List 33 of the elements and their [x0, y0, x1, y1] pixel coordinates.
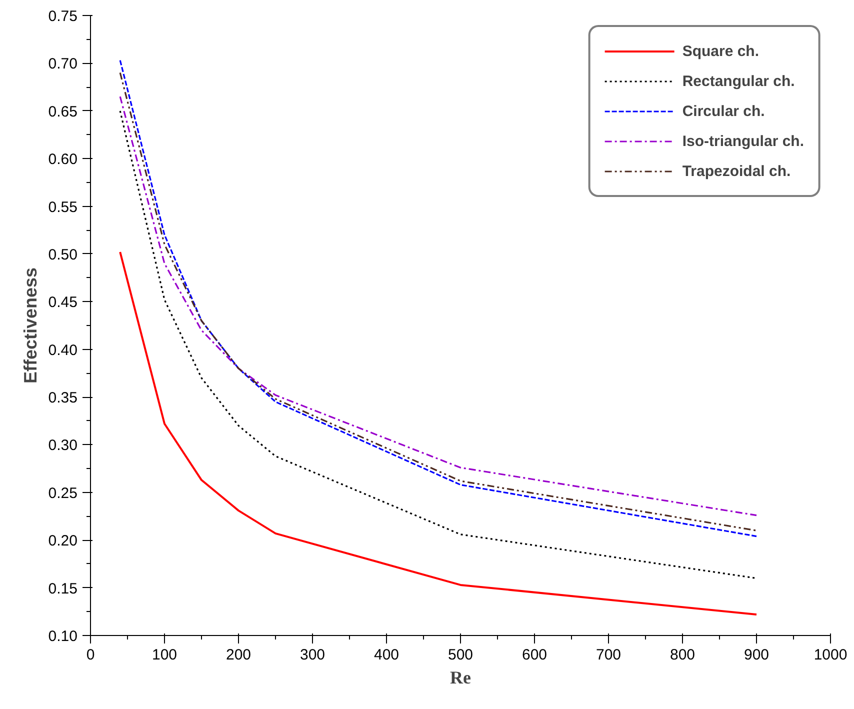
x-tick-label: 500	[448, 646, 474, 664]
y-tick-label: 0.40	[48, 342, 78, 359]
y-tick-label: 0.60	[48, 151, 78, 168]
x-tick-label: 900	[744, 646, 770, 664]
y-tick-label: 0.10	[48, 628, 78, 645]
x-tick-label: 400	[374, 646, 400, 664]
line-series	[119, 251, 758, 616]
y-tick-label: 0.70	[48, 56, 78, 73]
x-tick-label: 100	[152, 646, 178, 664]
x-tick-label: 0	[86, 646, 95, 664]
y-tick-label: 0.45	[48, 294, 78, 312]
legend-label: Circular ch.	[682, 102, 765, 120]
x-tick-label: 1000	[814, 646, 848, 664]
y-axis-title: Effectiveness	[20, 267, 40, 384]
y-tick-label: 0.75	[48, 8, 78, 25]
y-tick-label: 0.55	[48, 198, 78, 216]
x-tick-label: 200	[226, 646, 252, 664]
y-tick-label: 0.30	[48, 437, 78, 454]
x-tick-label: 600	[522, 646, 548, 664]
x-tick-label: 700	[596, 646, 622, 664]
x-axis-title: Re	[450, 668, 472, 688]
legend-label: Trapezoidal ch.	[682, 162, 791, 180]
legend-label: Rectangular ch.	[682, 72, 795, 90]
y-tick-label: 0.50	[48, 246, 78, 264]
legend-label: Iso-triangular ch.	[682, 132, 804, 150]
y-tick-label: 0.35	[48, 390, 78, 407]
y-tick-label: 0.65	[48, 103, 78, 120]
legend-label: Square ch.	[682, 42, 760, 60]
y-tick-label: 0.20	[48, 532, 78, 550]
x-tick-label: 300	[300, 646, 326, 664]
y-tick-label: 0.15	[48, 580, 78, 598]
x-tick-label: 800	[670, 646, 696, 664]
y-tick-label: 0.25	[48, 484, 78, 502]
